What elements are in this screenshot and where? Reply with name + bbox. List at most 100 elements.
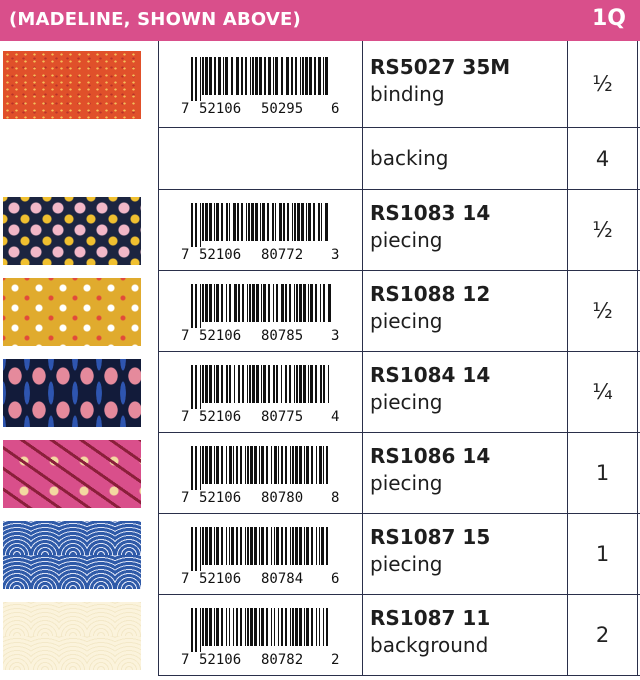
barcode-bar xyxy=(216,364,219,403)
barcode-bar xyxy=(316,607,317,646)
barcode-bar xyxy=(314,56,316,95)
barcode-bar xyxy=(261,445,264,484)
barcode-bar xyxy=(195,607,197,652)
barcode-bar xyxy=(303,283,306,322)
barcode-bar xyxy=(252,56,254,95)
barcode-bar xyxy=(261,283,262,322)
barcode-bar xyxy=(226,364,228,403)
barcode-bar xyxy=(241,56,243,95)
barcode-bar xyxy=(195,202,197,247)
barcode-bar xyxy=(294,364,295,403)
barcode-digits: 80772 xyxy=(261,247,303,263)
fabric-info-cell: RS1088 12 piecing xyxy=(362,271,567,351)
barcode-bar xyxy=(214,445,215,484)
barcode-bar xyxy=(295,56,297,95)
barcode-bar xyxy=(229,283,231,322)
barcode-bar xyxy=(323,364,325,403)
barcode-digits: 3 xyxy=(331,247,339,263)
barcode-bar xyxy=(260,202,261,241)
barcode-bar xyxy=(191,202,193,247)
barcode-bar xyxy=(267,202,269,241)
fabric-use: backing xyxy=(370,146,449,170)
barcode-bar xyxy=(276,364,278,403)
barcode-bar xyxy=(287,202,289,241)
barcode-bar xyxy=(221,202,223,241)
barcode-bar xyxy=(285,607,287,646)
barcode-bar xyxy=(191,607,193,652)
barcode-bar xyxy=(191,56,193,101)
barcode-bar xyxy=(319,607,320,646)
barcode-bar xyxy=(300,56,301,95)
barcode-bar xyxy=(305,56,308,95)
barcode-bar xyxy=(285,445,287,484)
barcode-bar xyxy=(310,364,313,403)
barcode-bar xyxy=(214,283,215,322)
barcode-bar xyxy=(247,283,248,322)
barcode-bar xyxy=(299,364,302,403)
barcode-bar xyxy=(271,607,272,646)
yardage-cell: 1 xyxy=(567,433,637,513)
barcode-digits: 7 xyxy=(181,328,189,344)
barcode-bar xyxy=(216,445,219,484)
barcode-bar xyxy=(294,283,295,322)
barcode-bar xyxy=(256,283,259,322)
barcode-bar xyxy=(255,56,258,95)
yardage-cell: 4 xyxy=(567,128,637,189)
barcode-bar xyxy=(205,607,208,646)
fabric-sku: RS1084 14 xyxy=(370,362,491,387)
barcode-bar xyxy=(229,526,230,565)
barcode-bar xyxy=(205,283,208,322)
barcode-bar xyxy=(259,445,260,484)
fabric-use: piecing xyxy=(370,470,443,495)
fabric-sku: RS1086 14 xyxy=(370,443,491,468)
barcode-bar xyxy=(202,364,204,403)
barcode-digits: 7 xyxy=(181,571,189,587)
barcode-bar xyxy=(311,607,313,646)
barcode-bar xyxy=(252,364,255,403)
barcode-bar xyxy=(209,283,212,322)
barcode-bar xyxy=(202,607,204,646)
yardage: 1 xyxy=(595,461,610,485)
barcode-digits: 52106 xyxy=(199,247,241,263)
fabric-info-cell: RS1083 14 piecing xyxy=(362,190,567,270)
barcode-bar xyxy=(281,445,283,484)
barcode-bar xyxy=(306,202,307,241)
yardage: 4 xyxy=(595,146,610,171)
cell-edge xyxy=(637,190,640,270)
barcode-bar xyxy=(295,445,298,484)
barcode-digits: 8 xyxy=(331,490,339,506)
yardage: ½ xyxy=(592,72,613,96)
fabric-info-cell: RS1084 14 piecing xyxy=(362,352,567,432)
cell-edge xyxy=(637,595,640,675)
barcode-bar xyxy=(246,202,247,241)
cell-edge xyxy=(637,352,640,432)
barcode-bar xyxy=(241,202,243,241)
barcode-digits: 52106 xyxy=(199,101,241,117)
barcode-bar xyxy=(306,445,309,484)
fabric-sku: RS1087 15 xyxy=(370,524,491,549)
barcode-bar xyxy=(214,56,216,95)
barcode-bar xyxy=(202,283,204,322)
barcode-bar xyxy=(240,445,242,484)
cell-edge xyxy=(637,514,640,594)
barcode-bar xyxy=(205,526,208,565)
barcode-bar xyxy=(195,283,197,328)
barcode-cell: 7 52106 80780 8 xyxy=(158,433,362,513)
barcode-digits: 52106 xyxy=(199,571,241,587)
barcode-bar xyxy=(311,526,313,565)
barcode-bar xyxy=(271,445,272,484)
barcode-bar xyxy=(295,526,298,565)
yardage-cell: ¼ xyxy=(567,352,637,432)
barcode-bar xyxy=(292,526,294,565)
barcode-bar xyxy=(318,202,320,241)
barcode-bar xyxy=(281,607,283,646)
barcode-bar xyxy=(200,526,201,571)
yardage-cell: ½ xyxy=(567,271,637,351)
barcode-bar xyxy=(250,56,251,95)
barcode-bar xyxy=(276,526,279,565)
barcode-bar xyxy=(259,56,262,95)
barcode-bar xyxy=(229,607,230,646)
barcode-bar xyxy=(326,607,328,646)
barcode-bar xyxy=(276,283,278,322)
barcode-bar xyxy=(236,526,238,565)
